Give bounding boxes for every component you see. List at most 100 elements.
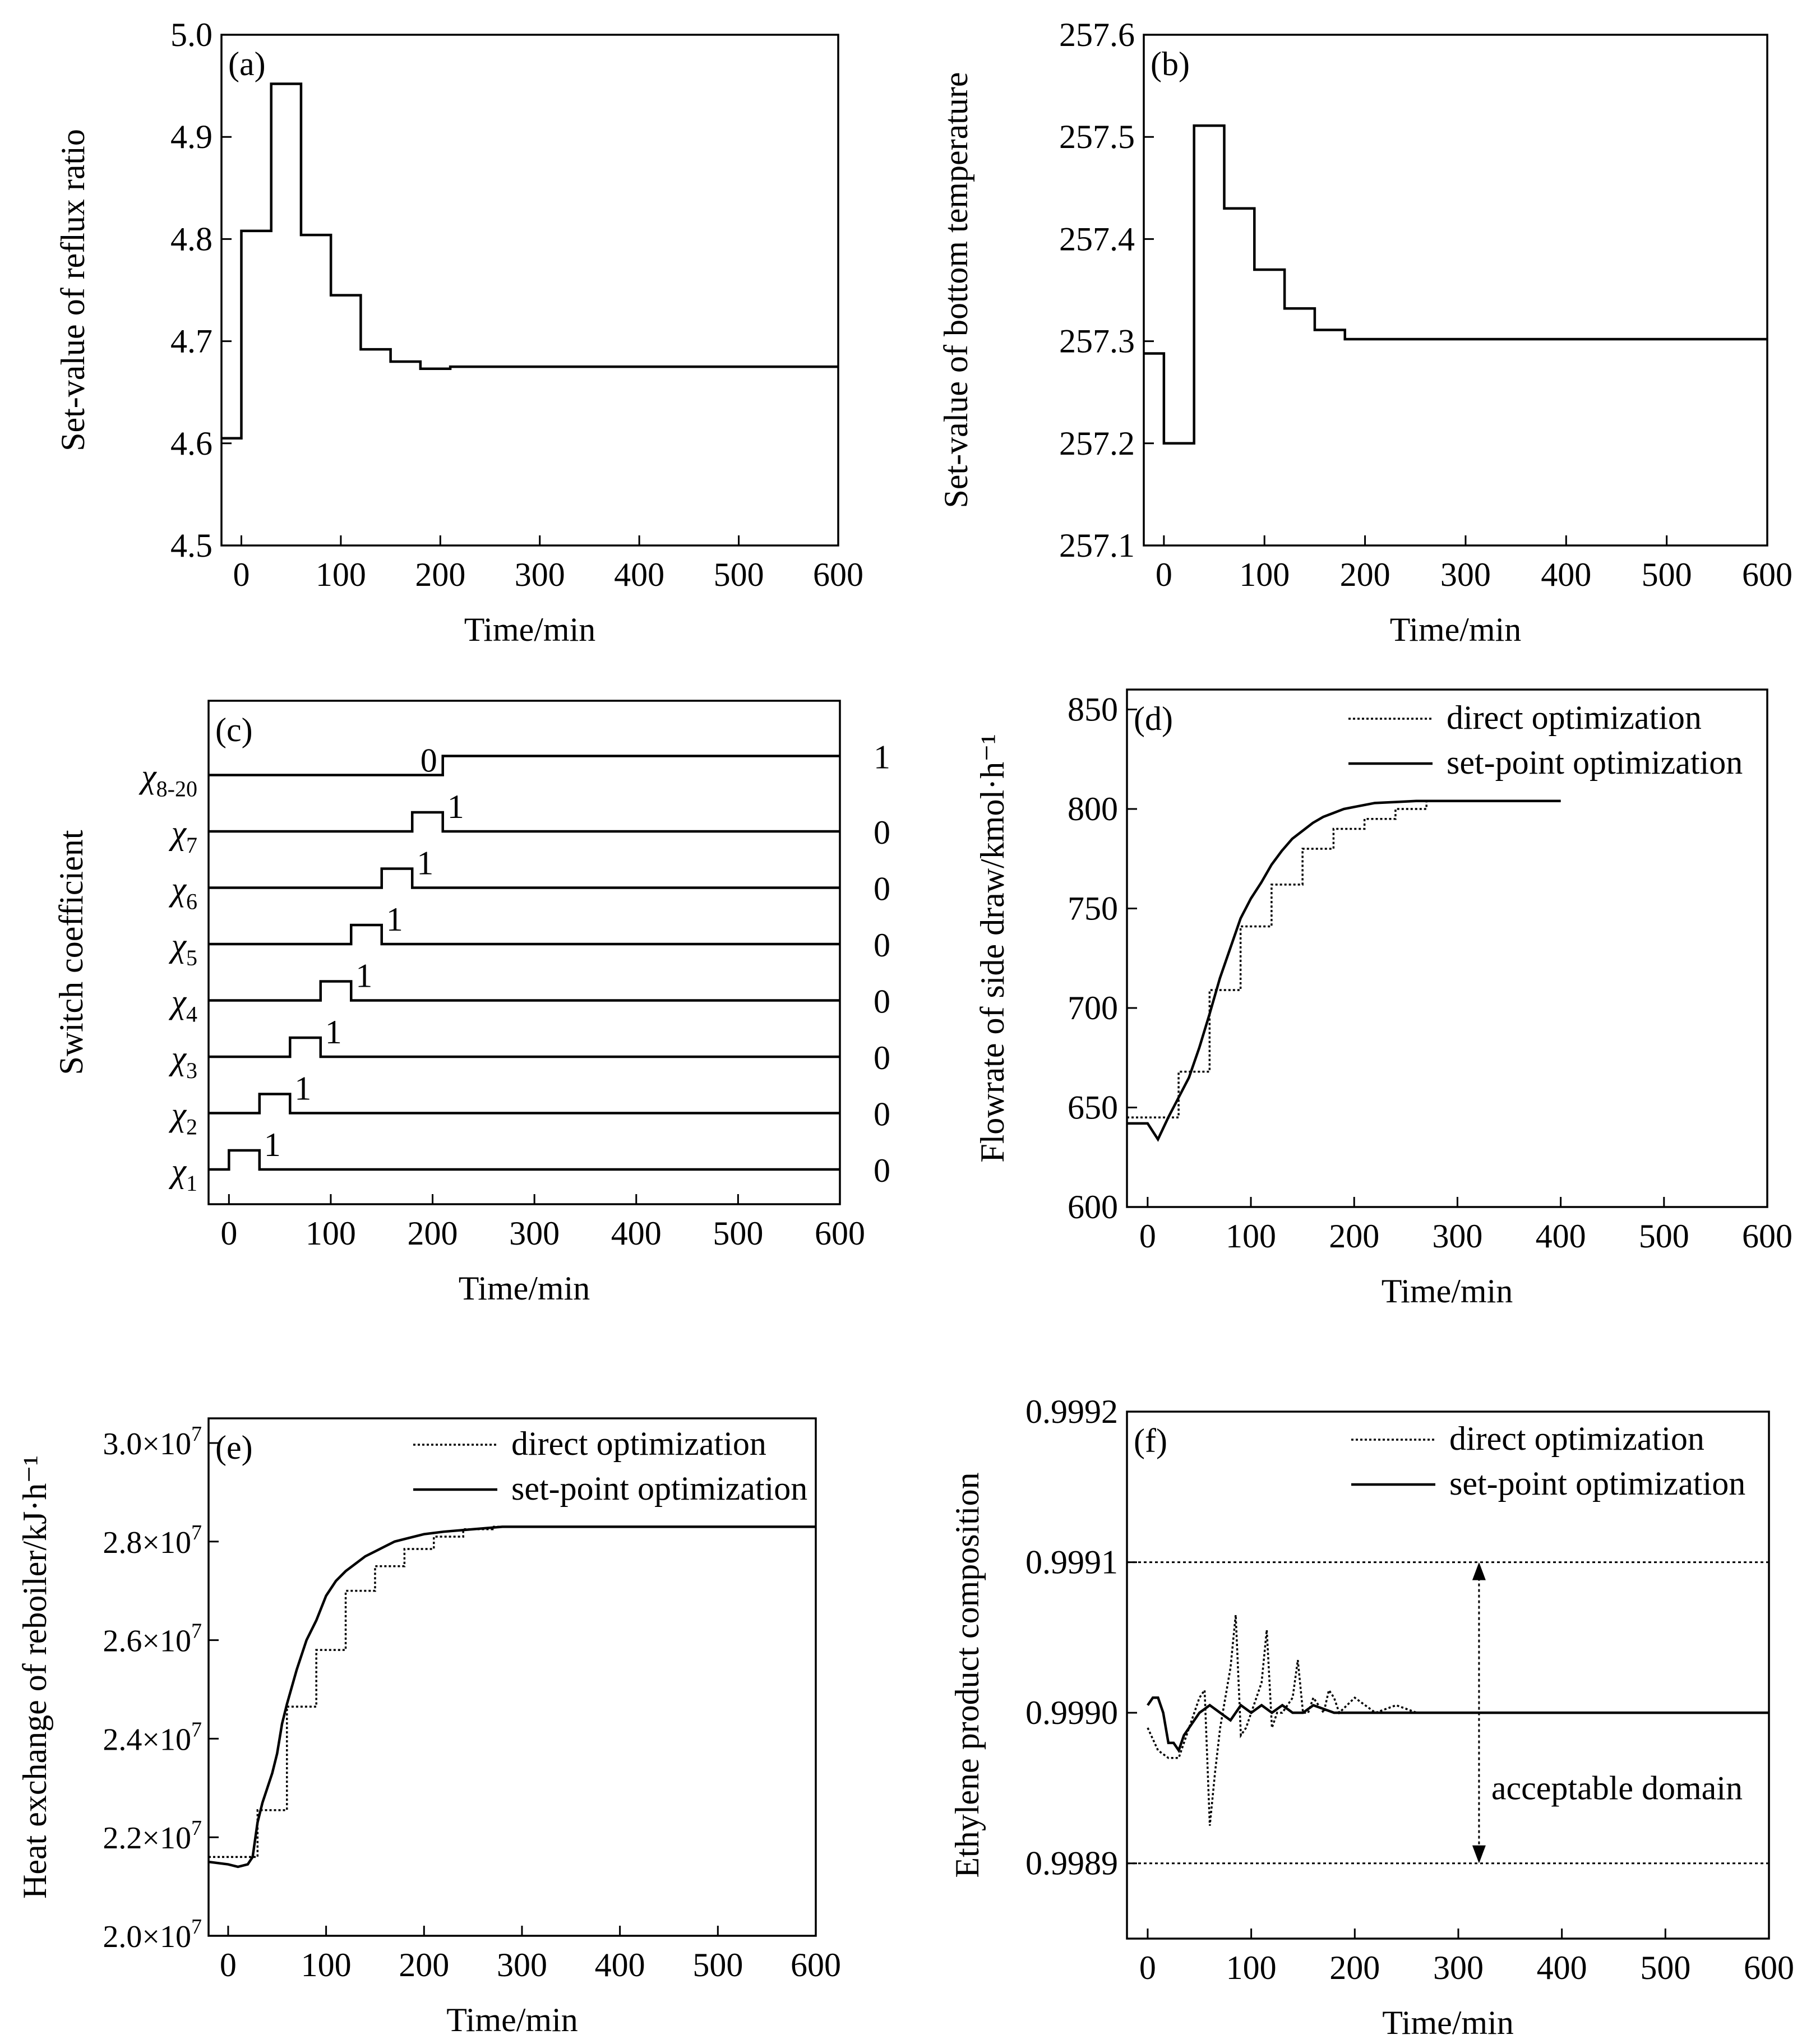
x-tick-label: 0 — [220, 1946, 237, 1983]
switch-row-label: χ4 — [169, 983, 197, 1027]
x-tick-label: 100 — [316, 556, 366, 593]
switch-row-label: χ7 — [169, 814, 197, 858]
x-tick-label: 400 — [614, 556, 664, 593]
switch-row-label-sub: 7 — [186, 833, 197, 858]
y-tick-label: 3.0×107 — [103, 1422, 202, 1462]
switch-signal-line — [209, 1036, 840, 1058]
x-tick-label: 0 — [220, 1215, 237, 1252]
final-value-label: 0 — [874, 1039, 890, 1076]
pulse-value-label: 1 — [294, 1070, 311, 1107]
y-axis-label: Set-value of bottom temperature — [937, 72, 974, 508]
y-tick-label: 4.8 — [170, 220, 212, 257]
x-tick-label: 300 — [497, 1946, 547, 1983]
y-tick-label: 4.5 — [170, 527, 212, 564]
switch-row-label-base: χ — [169, 1152, 187, 1189]
plot-frame — [1126, 688, 1768, 1208]
y-tick-exponent: 7 — [191, 1718, 202, 1741]
plot-frame — [1126, 1411, 1770, 1940]
series-line-direct — [1147, 1615, 1769, 1826]
x-axis-label: Time/min — [446, 2001, 578, 2038]
arrow-head-up — [1472, 1562, 1486, 1580]
x-tick-label: 200 — [1329, 1949, 1380, 1986]
switch-row-label-base: χ — [169, 927, 187, 964]
final-value-label: 0 — [874, 983, 890, 1020]
plot-frame — [207, 1417, 817, 1937]
y-tick-label: 257.5 — [1059, 118, 1135, 155]
y-tick-label: 600 — [1068, 1189, 1118, 1226]
switch-row-label-base: χ — [169, 983, 187, 1020]
switch-row-label-sub: 8-20 — [156, 776, 197, 802]
x-tick-label: 300 — [1433, 1949, 1484, 1986]
y-axis-label: Set-value of reflux ratio — [54, 129, 91, 451]
chart-panel-d: (d) 0 100 200 300 400 500 600 Time/min 600 650 700 7… — [974, 688, 1792, 1310]
switch-row-label: χ3 — [169, 1039, 197, 1083]
y-axis-label: Flowrate of side draw/kmol·h⁻¹ — [974, 734, 1011, 1163]
y-tick-label: 650 — [1068, 1089, 1118, 1126]
y-tick-label: 257.1 — [1059, 527, 1135, 564]
switch-row-label-base: χ — [138, 758, 157, 795]
x-axis-label: Time/min — [1382, 1273, 1513, 1310]
panel-label: (f) — [1134, 1422, 1167, 1459]
acceptable-domain-label: acceptable domain — [1491, 1769, 1743, 1806]
x-tick-label: 200 — [1340, 556, 1390, 593]
switch-row-label-sub: 4 — [186, 1002, 197, 1027]
x-tick-label: 0 — [1139, 1949, 1156, 1986]
y-tick-label: 2.2×107 — [103, 1816, 202, 1856]
x-tick-label: 600 — [815, 1215, 865, 1252]
switch-row-label-sub: 6 — [186, 889, 197, 914]
final-value-label: 1 — [874, 739, 890, 776]
y-tick-label: 4.9 — [170, 118, 212, 155]
x-tick-label: 400 — [611, 1215, 662, 1252]
pulse-value-label: 1 — [386, 901, 403, 938]
x-tick-label: 100 — [1226, 1949, 1277, 1986]
switch-signal-line — [209, 867, 840, 889]
plot-frame — [207, 700, 841, 1205]
switch-row-label-base: χ — [169, 814, 187, 851]
switch-row-label: χ2 — [169, 1096, 197, 1140]
arrow-head-down — [1472, 1845, 1486, 1863]
legend-label-direct: direct optimization — [511, 1425, 766, 1462]
y-tick-mantissa: 2.6 — [103, 1624, 142, 1659]
y-tick-times: ×10 — [142, 1624, 191, 1659]
y-tick-mantissa: 2.0 — [103, 1920, 142, 1954]
switch-row-label-sub: 3 — [186, 1058, 197, 1083]
y-tick-label: 850 — [1068, 691, 1118, 728]
plot-frame — [220, 34, 839, 547]
switch-signal-line — [209, 1149, 840, 1171]
panel-label: (c) — [215, 711, 253, 748]
x-tick-label: 400 — [1536, 1218, 1586, 1255]
y-axis-label: Ethylene product composition — [949, 1472, 986, 1877]
x-tick-label: 400 — [595, 1946, 645, 1983]
y-tick-label: 4.7 — [170, 323, 212, 360]
y-tick-label: 257.6 — [1059, 16, 1135, 53]
final-value-label: 0 — [874, 1152, 890, 1189]
x-tick-label: 500 — [713, 1215, 763, 1252]
y-tick-label: 800 — [1068, 790, 1118, 827]
x-tick-label: 100 — [301, 1946, 352, 1983]
y-tick-label: 4.6 — [170, 425, 212, 462]
final-value-label: 0 — [874, 871, 890, 908]
x-tick-label: 0 — [233, 556, 250, 593]
x-tick-label: 300 — [1432, 1218, 1482, 1255]
y-tick-times: ×10 — [142, 1722, 191, 1757]
panel-label: (b) — [1151, 45, 1190, 82]
legend-label-direct: direct optimization — [1449, 1420, 1704, 1457]
legend-label-direct: direct optimization — [1447, 699, 1702, 736]
switch-row-label-base: χ — [169, 1096, 187, 1133]
switch-signal-line — [209, 755, 840, 776]
pulse-value-label: 1 — [325, 1014, 342, 1051]
y-axis-label-base: Flowrate of side draw/kmol·h⁻¹ — [974, 734, 1011, 1163]
chart-panel-a: (a) 0 100 200 300 400 500 600 Time/min 4.5 4.6 4.7 4… — [54, 16, 863, 648]
x-tick-label: 600 — [1744, 1949, 1794, 1986]
y-tick-times: ×10 — [142, 1920, 191, 1954]
x-tick-label: 600 — [791, 1946, 841, 1983]
y-tick-label: 2.4×107 — [103, 1718, 202, 1757]
switch-row-label: χ6 — [169, 871, 197, 914]
switch-row-label: χ5 — [169, 927, 197, 970]
series-line-direct — [209, 1525, 816, 1858]
series-line-direct — [1127, 800, 1561, 1118]
switch-signal-line — [209, 811, 840, 833]
x-tick-label: 200 — [415, 556, 465, 593]
x-tick-label: 300 — [515, 556, 565, 593]
x-tick-label: 200 — [1329, 1218, 1379, 1255]
